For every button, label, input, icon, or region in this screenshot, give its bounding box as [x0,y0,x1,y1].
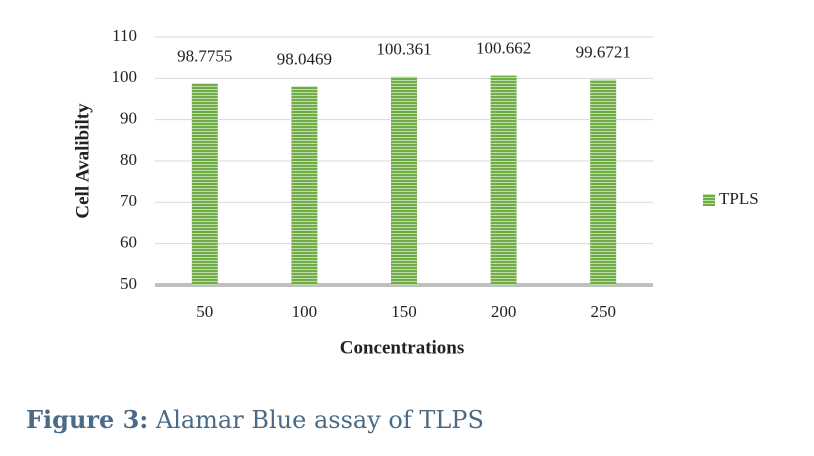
y-tick-label: 50 [120,274,137,293]
data-label: 100.662 [476,39,531,58]
bar [391,76,417,285]
data-label: 99.6721 [576,43,631,62]
data-label: 98.0469 [277,49,332,68]
chart: Concentrations Cell Avalibilty 50 60 70 80 9… [72,26,759,358]
y-tick-label: 60 [120,233,137,252]
x-axis-label: Concentrations [340,337,465,358]
x-tick-label: 150 [391,302,417,321]
legend-swatch [703,194,715,206]
bar [490,75,517,285]
y-tick-label: 100 [112,67,138,86]
caption: Figure 3: Alamar Blue assay of TLPS [26,405,484,434]
x-tick-label: 100 [292,302,318,321]
caption-text: Alamar Blue assay of TLPS [155,406,484,434]
x-tick-label: 50 [196,302,213,321]
y-tick-label: 70 [120,191,137,210]
x-tick-label: 200 [491,302,517,321]
y-axis-label: Cell Avalibilty [72,103,93,219]
y-tick-label: 90 [120,109,137,128]
legend-label: TPLS [719,189,759,208]
data-label: 100.361 [376,40,431,59]
bar [191,83,218,286]
x-tick-label: 250 [590,302,616,321]
caption-label: Figure 3: [26,405,149,434]
bar [590,79,617,285]
data-label: 98.7755 [177,46,232,65]
y-tick-label: 80 [120,150,137,169]
y-tick-label: 110 [112,26,137,45]
bar [291,86,318,285]
